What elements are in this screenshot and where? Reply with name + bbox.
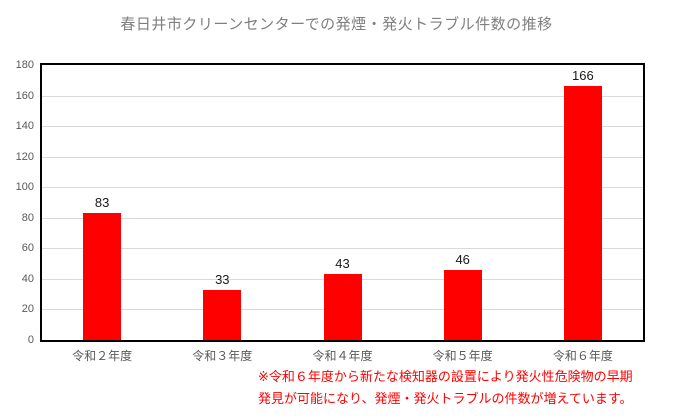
footnote-line-1: ※令和６年度から新たな検知器の設置により発火性危険物の早期 xyxy=(258,369,633,384)
bar-value-label: 43 xyxy=(335,256,350,272)
y-tick-label: 100 xyxy=(15,181,34,194)
bar-1 xyxy=(83,213,122,340)
bar-value-label: 46 xyxy=(455,251,470,267)
bar-value-label: 33 xyxy=(215,271,230,287)
bar-5 xyxy=(563,86,602,340)
y-tick-label: 60 xyxy=(21,242,34,255)
bar-value-label: 166 xyxy=(572,68,594,84)
gridline xyxy=(42,156,643,158)
gridline xyxy=(42,248,643,250)
x-category-label: 令和５年度 xyxy=(432,349,493,363)
x-category-label: 令和６年度 xyxy=(552,349,613,363)
bar-3 xyxy=(323,274,362,340)
gridline xyxy=(42,126,643,128)
footnote-line-2: 発見が可能になり、発煙・発火トラブルの件数が増えています。 xyxy=(258,391,633,406)
x-category-label: 令和３年度 xyxy=(192,349,253,363)
bar-value-label: 83 xyxy=(94,195,110,211)
y-tick-label: 40 xyxy=(21,272,34,285)
y-tick-label: 120 xyxy=(15,150,34,163)
footnote: ※令和６年度から新たな検知器の設置により発火性危険物の早期 発見が可能になり、発… xyxy=(258,366,670,410)
bar-2 xyxy=(203,289,242,340)
x-category-label: 令和４年度 xyxy=(312,349,373,363)
y-tick-label: 20 xyxy=(21,303,34,316)
gridline xyxy=(42,217,643,219)
y-tick-label: 0 xyxy=(27,334,34,346)
y-tick-label: 160 xyxy=(15,89,34,102)
x-category-label: 令和２年度 xyxy=(72,349,133,363)
gridline xyxy=(42,95,643,97)
chart-title: 春日井市クリーンセンターでの発煙・発火トラブル件数の推移 xyxy=(120,16,553,33)
bar-4 xyxy=(443,269,482,340)
y-tick-label: 80 xyxy=(21,211,34,224)
y-tick-label: 180 xyxy=(15,59,34,71)
gridline xyxy=(42,187,643,189)
y-tick-label: 140 xyxy=(15,120,34,133)
plot-area: 83 33 43 46 166 xyxy=(40,63,645,342)
